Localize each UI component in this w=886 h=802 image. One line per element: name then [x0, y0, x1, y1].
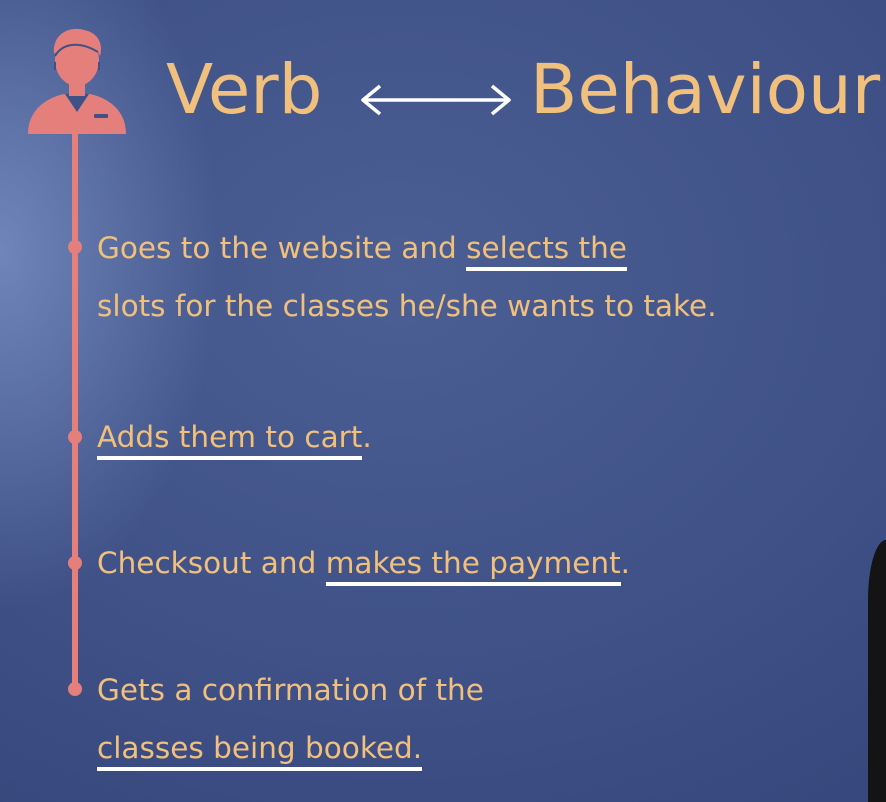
person-icon: [28, 28, 126, 134]
step-3-lead: Checksout and: [97, 546, 326, 580]
title-verb: Verb: [166, 50, 323, 130]
timeline-dot: [68, 430, 82, 444]
step-4-line-2: classes being booked.: [97, 719, 423, 777]
step-2: Adds them to cart.: [97, 408, 372, 466]
title-behaviour: Behaviour: [530, 50, 881, 130]
timeline-dot: [68, 240, 82, 254]
step-2-highlight: Adds them to cart: [97, 420, 363, 460]
step-2-tail: .: [362, 420, 372, 454]
step-3: Checksout and makes the payment.: [97, 534, 630, 592]
step-3-tail: .: [620, 546, 631, 580]
step-1-highlight: selects the: [466, 231, 627, 271]
timeline-dot: [68, 682, 82, 696]
step-1-line-2: slots for the classes he/she wants to ta…: [97, 289, 717, 323]
presenter-silhouette: [868, 540, 886, 802]
timeline-line: [72, 130, 78, 690]
step-3-highlight: makes the payment: [325, 546, 621, 586]
step-1-text-a: Goes to the website and: [97, 231, 467, 265]
step-4-line-1: Gets a confirmation of the: [97, 673, 484, 707]
step-1-line-1: Goes to the website and selects the: [97, 219, 627, 277]
timeline-dot: [68, 556, 82, 570]
step-4-highlight: classes being booked.: [97, 731, 423, 771]
double-arrow-icon: [361, 84, 511, 116]
